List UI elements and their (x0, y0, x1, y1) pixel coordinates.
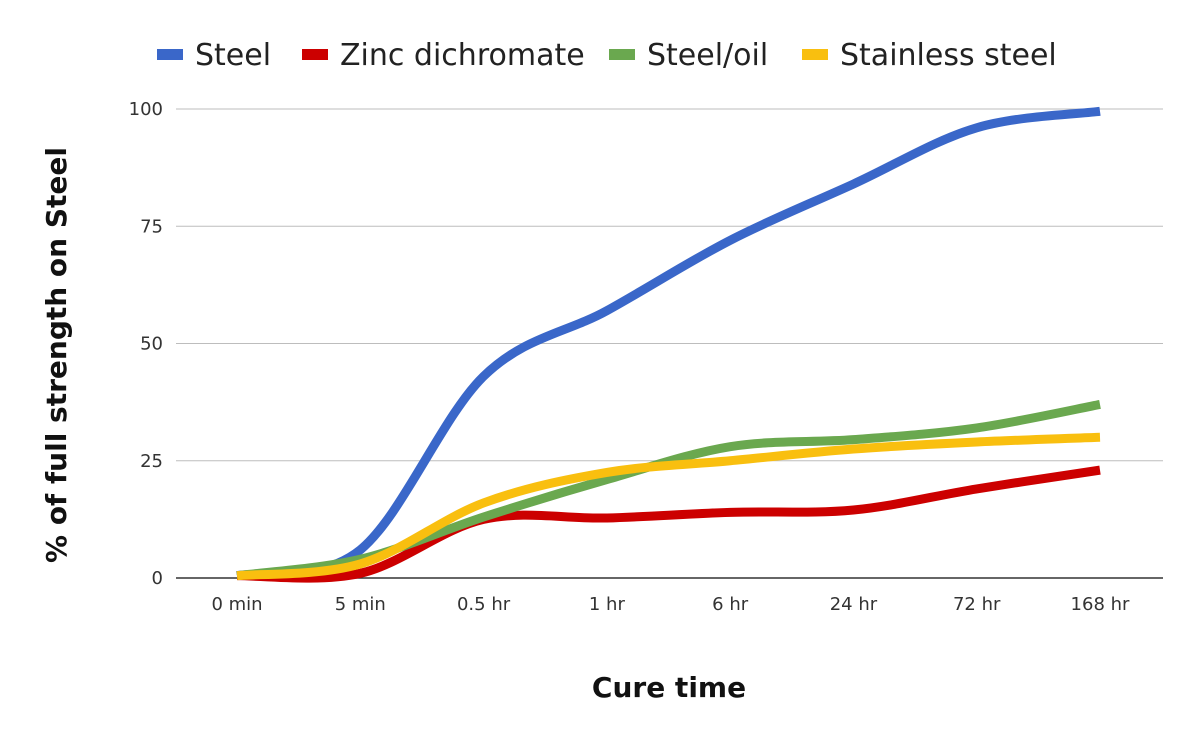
x-tick-label: 24 hr (830, 594, 878, 615)
series-line-zinc-dichromate (236, 465, 1101, 583)
y-tick-label: 100 (129, 99, 163, 120)
y-tick-label: 25 (140, 451, 163, 472)
y-tick-label: 50 (140, 334, 163, 355)
x-axis-ticks: 0 min 5 min 0.5 hr 1 hr 6 hr 24 hr 72 hr 168 hr (211, 594, 1130, 615)
x-tick-label: 5 min (335, 594, 386, 615)
legend-swatch-steel-oil (609, 49, 635, 60)
x-tick-label: 72 hr (953, 594, 1001, 615)
x-axis-title: Cure time (592, 671, 746, 704)
y-axis-ticks: 0 25 50 75 100 (129, 99, 163, 589)
x-tick-label: 0.5 hr (457, 594, 511, 615)
gridlines (176, 108, 1163, 579)
legend-swatch-stainless-steel (802, 49, 828, 60)
legend-label-stainless-steel: Stainless steel (840, 38, 1057, 73)
legend-label-zinc-dichromate: Zinc dichromate (340, 38, 585, 73)
legend-swatch-zinc-dichromate (302, 49, 328, 60)
x-tick-label: 0 min (211, 594, 262, 615)
series-lines (236, 106, 1101, 583)
x-tick-label: 1 hr (589, 594, 626, 615)
y-tick-label: 75 (140, 216, 163, 237)
legend-swatch-steel (157, 49, 183, 60)
y-tick-label: 0 (152, 568, 163, 589)
x-tick-label: 6 hr (712, 594, 749, 615)
series-line-stainless-steel (236, 432, 1101, 581)
series-line-steel (236, 106, 1101, 581)
y-axis-title: % of full strength on Steel (40, 147, 73, 563)
x-tick-label: 168 hr (1071, 594, 1130, 615)
legend-label-steel-oil: Steel/oil (647, 38, 768, 73)
legend: Steel Zinc dichromate Steel/oil Stainless s… (157, 38, 1057, 73)
legend-label-steel: Steel (195, 38, 271, 73)
